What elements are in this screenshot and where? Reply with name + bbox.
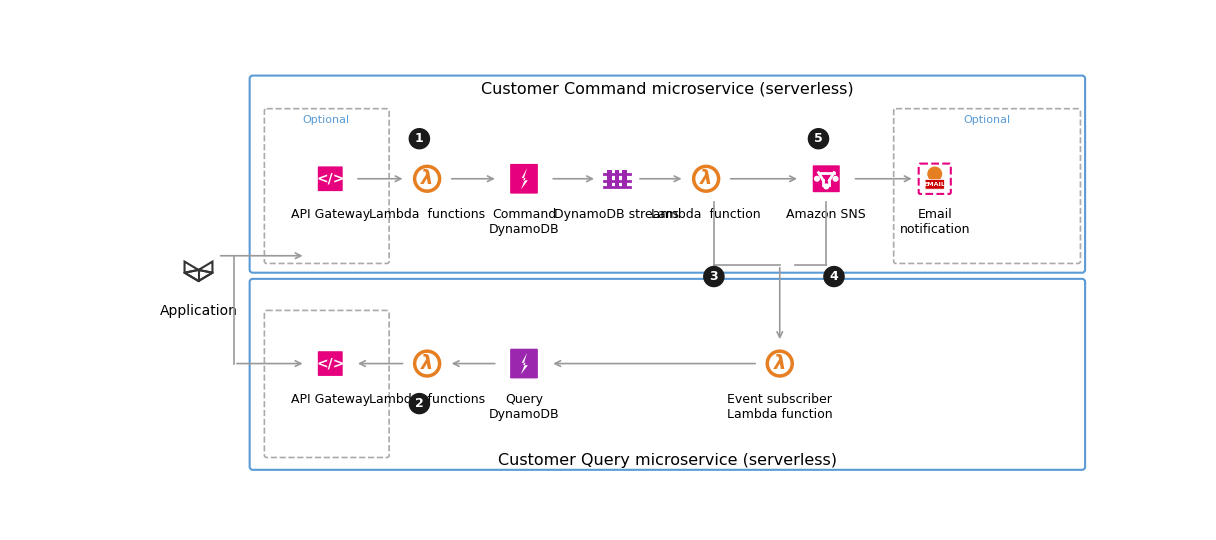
Text: λ: λ [773, 354, 786, 373]
Text: Lambda  functions: Lambda functions [370, 393, 485, 406]
Circle shape [809, 129, 828, 148]
Text: Command
DynamoDB: Command DynamoDB [489, 208, 559, 236]
Text: λ: λ [421, 169, 433, 188]
Text: 4: 4 [829, 270, 838, 283]
Text: </>: </> [316, 356, 344, 370]
Text: Lambda  functions: Lambda functions [370, 208, 485, 221]
Circle shape [410, 394, 429, 414]
Text: 2: 2 [415, 397, 423, 410]
Circle shape [815, 177, 820, 181]
Text: Optional: Optional [963, 115, 1010, 125]
Text: λ: λ [700, 169, 713, 188]
Text: Lambda  function: Lambda function [652, 208, 761, 221]
Circle shape [693, 166, 719, 191]
Bar [607, 170, 612, 188]
Text: Application: Application [159, 304, 237, 318]
Circle shape [410, 129, 429, 148]
FancyBboxPatch shape [812, 164, 840, 193]
Circle shape [767, 351, 793, 376]
Circle shape [704, 267, 724, 287]
Text: </>: </> [316, 172, 344, 186]
FancyBboxPatch shape [919, 164, 951, 194]
Polygon shape [520, 353, 528, 374]
Text: DynamoDB streams: DynamoDB streams [554, 208, 680, 221]
Text: 1: 1 [415, 132, 423, 145]
FancyBboxPatch shape [316, 165, 344, 192]
Circle shape [824, 267, 844, 287]
Text: Amazon SNS: Amazon SNS [787, 208, 866, 221]
Text: API Gateway: API Gateway [291, 208, 370, 221]
Text: Query
DynamoDB: Query DynamoDB [489, 393, 559, 421]
Circle shape [415, 166, 440, 191]
Text: 5: 5 [815, 132, 823, 145]
Text: EMAIL: EMAIL [924, 182, 946, 187]
Polygon shape [520, 168, 528, 190]
FancyBboxPatch shape [316, 350, 344, 377]
Text: Customer Query microservice (serverless): Customer Query microservice (serverless) [497, 453, 837, 468]
Text: λ: λ [421, 354, 433, 373]
Text: Email
notification: Email notification [900, 208, 970, 236]
Circle shape [833, 177, 838, 181]
Text: Customer Command microservice (serverless): Customer Command microservice (serverles… [482, 82, 854, 97]
Circle shape [415, 351, 440, 376]
Text: Event subscriber
Lambda function: Event subscriber Lambda function [727, 393, 833, 421]
Text: API Gateway: API Gateway [291, 393, 370, 406]
Circle shape [928, 167, 941, 181]
Text: Optional: Optional [303, 115, 350, 125]
Bar [615, 170, 619, 188]
Circle shape [824, 184, 828, 189]
FancyBboxPatch shape [510, 348, 539, 379]
Text: 3: 3 [710, 270, 719, 283]
FancyBboxPatch shape [925, 180, 945, 189]
FancyBboxPatch shape [510, 163, 539, 194]
Bar [623, 170, 627, 188]
